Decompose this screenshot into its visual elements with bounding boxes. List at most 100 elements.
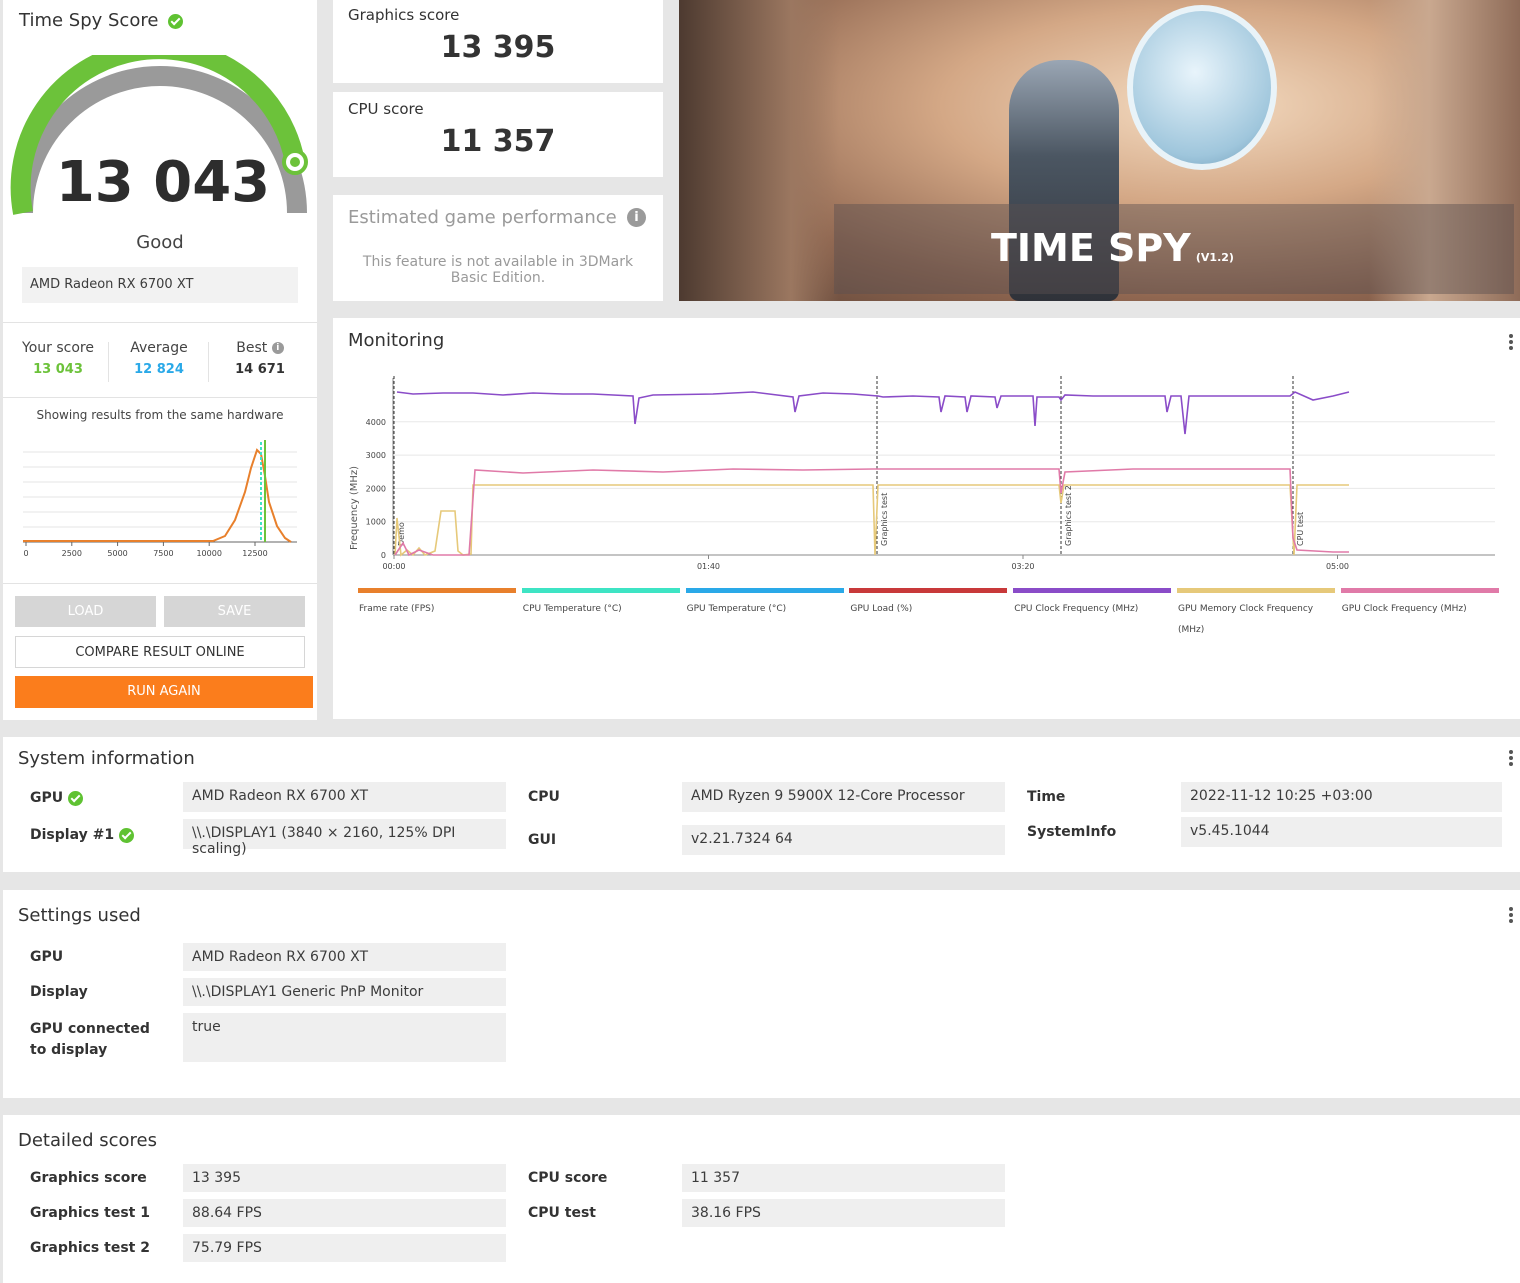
x-tick-label: 0 [23, 549, 28, 558]
best-block: Best i 14 671 [213, 340, 307, 377]
hero-pillar-right [1369, 0, 1520, 301]
your-score-value: 13 043 [33, 362, 83, 377]
your-score-block: Your score 13 043 [11, 340, 105, 377]
cpu-clock-line [396, 391, 1350, 435]
divider [3, 397, 317, 398]
system-info-panel: System information GPU AMD Radeon RX 670… [3, 737, 1520, 872]
set-gpu-value: AMD Radeon RX 6700 XT [183, 943, 506, 971]
legend-label: GPU Memory Clock Frequency (MHz) [1178, 604, 1314, 635]
y-tick-label: 3000 [366, 451, 386, 460]
phase-marker-label: Demo [397, 522, 406, 546]
det-graphics-test2-label: Graphics test 2 [30, 1240, 150, 1256]
best-value: 14 671 [235, 362, 285, 377]
legend-swatch [358, 588, 516, 593]
sys-display-label: Display #1 [30, 827, 134, 843]
legend-label: GPU Clock Frequency (MHz) [1341, 604, 1467, 614]
legend-item[interactable]: CPU Temperature (°C) [521, 588, 680, 620]
hero-banner: TIME SPY (V1.2) [679, 0, 1520, 301]
more-options-icon[interactable] [1509, 334, 1513, 350]
detailed-scores-panel: Detailed scores Graphics score 13 395 Gr… [3, 1115, 1520, 1283]
det-graphics-score-value: 13 395 [183, 1164, 506, 1192]
x-tick-label: 10000 [196, 549, 221, 558]
settings-panel: Settings used GPU AMD Radeon RX 6700 XT … [3, 890, 1520, 1098]
system-info-title: System information [18, 748, 195, 769]
legend-swatch [1013, 588, 1172, 593]
det-graphics-score-label: Graphics score [30, 1170, 147, 1186]
sys-systeminfo-label: SystemInfo [1027, 824, 1117, 840]
compare-online-button[interactable]: COMPARE RESULT ONLINE [15, 636, 305, 668]
hero-portal [1127, 5, 1277, 170]
set-display-value: \\.\DISPLAY1 Generic PnP Monitor [183, 978, 506, 1006]
divider [108, 342, 109, 382]
score-panel: Time Spy Score 13 043 Good AMD Radeon RX… [3, 0, 317, 720]
sys-gui-label: GUI [528, 832, 557, 848]
divider [3, 583, 317, 584]
legend-swatch [521, 588, 680, 593]
cpu-score-value: 11 357 [440, 124, 556, 159]
phase-marker-label: Graphics test [880, 493, 889, 546]
verified-check-icon [118, 827, 134, 843]
phase-marker-label: CPU test [1296, 512, 1305, 546]
estimated-text: This feature is not available in 3DMark … [362, 254, 634, 286]
legend-swatch [1177, 588, 1335, 593]
legend-label: CPU Temperature (°C) [522, 604, 622, 614]
more-options-icon[interactable] [1509, 907, 1513, 923]
legend-label: GPU Load (%) [850, 604, 913, 614]
graphics-score-value: 13 395 [440, 30, 556, 65]
hero-pillar-left [679, 0, 839, 301]
legend-item[interactable]: GPU Clock Frequency (MHz) [1340, 588, 1499, 620]
legend-label: GPU Temperature (°C) [686, 604, 787, 614]
score-rating: Good [136, 232, 184, 253]
info-icon[interactable]: i [627, 208, 646, 227]
y-tick-label: 1000 [366, 518, 386, 527]
y-tick-label: 4000 [366, 418, 386, 427]
legend-label: CPU Clock Frequency (MHz) [1014, 604, 1139, 614]
set-gpu-connected-value: true [183, 1013, 506, 1062]
y-tick-label: 0 [381, 551, 386, 560]
info-icon[interactable]: i [271, 342, 284, 354]
set-display-label: Display [30, 984, 88, 1000]
sys-cpu-value: AMD Ryzen 9 5900X 12-Core Processor [682, 782, 1005, 812]
save-button[interactable]: SAVE [164, 596, 305, 627]
monitoring-title: Monitoring [348, 330, 445, 351]
average-value: 12 824 [134, 362, 184, 377]
hero-figure [1009, 60, 1119, 301]
average-label: Average [130, 340, 188, 356]
estimated-performance-card: Estimated game performance i This featur… [333, 195, 663, 301]
run-again-button[interactable]: RUN AGAIN [15, 676, 313, 708]
average-block: Average 12 824 [113, 340, 205, 377]
cpu-score-label: CPU score [348, 100, 424, 118]
hero-title-band [834, 204, 1514, 294]
distribution-curve [23, 448, 292, 543]
legend-label: Frame rate (FPS) [359, 604, 435, 614]
det-cpu-test-value: 38.16 FPS [682, 1199, 1005, 1227]
set-gpu-label: GPU [30, 949, 64, 965]
divider [3, 322, 317, 323]
x-tick-label: 7500 [153, 549, 173, 558]
legend-item[interactable]: CPU Clock Frequency (MHz) [1013, 588, 1172, 620]
x-tick-label: 05:00 [1326, 562, 1349, 571]
x-tick-label: 01:40 [697, 562, 720, 571]
more-options-icon[interactable] [1509, 750, 1513, 766]
x-tick-label: 12500 [242, 549, 267, 558]
hardware-name: AMD Radeon RX 6700 XT [22, 267, 298, 303]
x-tick-label: 00:00 [382, 562, 405, 571]
legend-item[interactable]: GPU Memory Clock Frequency (MHz) [1177, 588, 1335, 641]
load-button[interactable]: LOAD [15, 596, 156, 627]
hero-version: (V1.2) [1195, 251, 1234, 264]
monitoring-chart: Frequency (MHz) 0 1000 2000 3000 4000 Demo Gr… [349, 376, 1495, 571]
legend-item[interactable]: GPU Load (%) [849, 588, 1008, 620]
legend-item[interactable]: Frame rate (FPS) [358, 588, 516, 620]
legend-item[interactable]: GPU Temperature (°C) [685, 588, 844, 620]
best-label-row: Best i [213, 340, 307, 356]
gpu-memory-clock-line [394, 484, 1349, 557]
verified-check-icon [68, 790, 83, 806]
phase-marker-label: Graphics test 2 [1064, 485, 1073, 546]
monitoring-legend: Frame rate (FPS) CPU Temperature (°C) GPU … [358, 588, 1508, 648]
det-cpu-score-value: 11 357 [682, 1164, 1005, 1192]
monitoring-panel: Monitoring Frequency (MHz) 0 1000 2000 3000… [333, 318, 1520, 719]
sys-cpu-label: CPU [528, 789, 560, 805]
det-cpu-test-label: CPU test [528, 1205, 596, 1221]
x-tick-label: 03:20 [1011, 562, 1034, 571]
gpu-clock-line [394, 468, 1349, 557]
